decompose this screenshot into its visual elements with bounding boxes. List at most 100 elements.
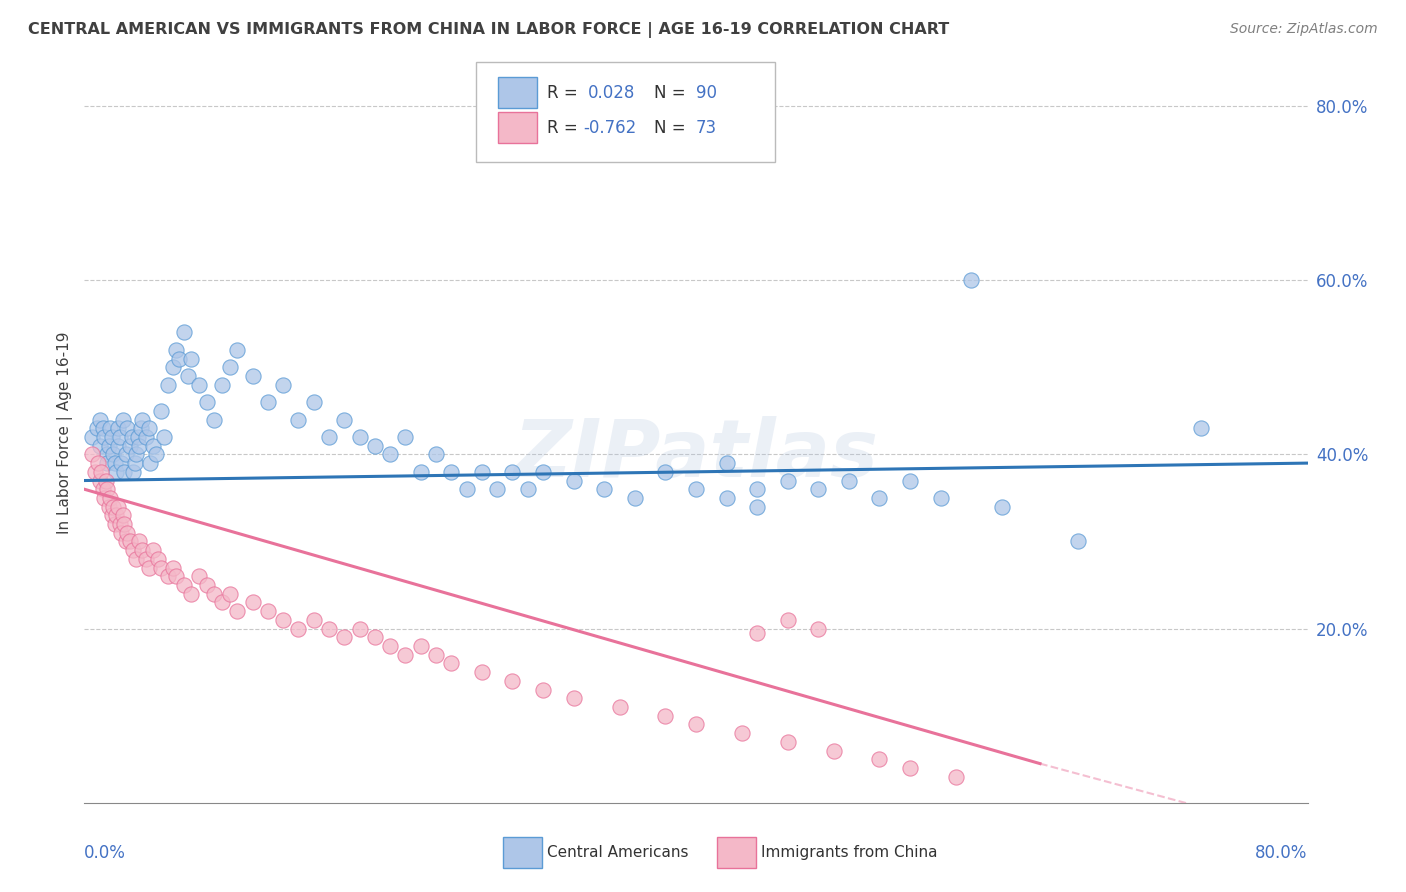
Point [394, 648, 416, 662]
Point [211, 377, 233, 392]
Point [869, 752, 891, 766]
Point [685, 717, 707, 731]
Point [180, 351, 202, 366]
Point [98, 491, 121, 505]
Point [125, 447, 148, 461]
Point [122, 543, 145, 558]
Point [125, 552, 148, 566]
Point [226, 343, 249, 357]
Point [807, 482, 830, 496]
Point [121, 430, 143, 444]
Point [960, 273, 983, 287]
Point [471, 465, 494, 479]
Point [440, 657, 463, 671]
Point [98, 421, 121, 435]
Point [135, 430, 157, 444]
Text: R =: R = [547, 119, 582, 136]
Point [654, 708, 676, 723]
Point [142, 439, 165, 453]
Point [1067, 534, 1090, 549]
Point [96, 447, 118, 461]
Point [1189, 421, 1212, 435]
Point [562, 474, 585, 488]
Text: 80.0%: 80.0% [1256, 844, 1308, 862]
Point [898, 474, 921, 488]
Point [180, 587, 202, 601]
Point [685, 482, 707, 496]
Text: Immigrants from China: Immigrants from China [761, 845, 938, 860]
Point [716, 456, 738, 470]
Point [101, 430, 124, 444]
Point [502, 673, 524, 688]
Point [162, 560, 184, 574]
Point [776, 735, 799, 749]
Point [128, 534, 150, 549]
Point [111, 508, 134, 523]
Point [486, 482, 509, 496]
Point [562, 691, 585, 706]
Point [89, 412, 111, 426]
Point [108, 517, 131, 532]
Text: CENTRAL AMERICAN VS IMMIGRANTS FROM CHINA IN LABOR FORCE | AGE 16-19 CORRELATION: CENTRAL AMERICAN VS IMMIGRANTS FROM CHIN… [28, 22, 949, 38]
Point [90, 465, 112, 479]
Y-axis label: In Labor Force | Age 16-19: In Labor Force | Age 16-19 [58, 331, 73, 534]
Text: Source: ZipAtlas.com: Source: ZipAtlas.com [1230, 22, 1378, 37]
Point [97, 439, 120, 453]
Point [945, 770, 967, 784]
Point [898, 761, 921, 775]
Point [869, 491, 891, 505]
Text: 0.0%: 0.0% [84, 844, 127, 862]
Point [425, 648, 447, 662]
Point [456, 482, 478, 496]
Point [103, 447, 125, 461]
Point [124, 456, 146, 470]
Point [111, 412, 134, 426]
Point [242, 369, 264, 384]
Point [929, 491, 952, 505]
Point [287, 412, 309, 426]
Point [318, 622, 340, 636]
Point [80, 447, 103, 461]
Point [162, 360, 184, 375]
Point [440, 465, 463, 479]
Point [202, 587, 225, 601]
Point [257, 395, 280, 409]
FancyBboxPatch shape [503, 837, 541, 868]
Point [131, 543, 153, 558]
Point [107, 439, 129, 453]
Point [425, 447, 447, 461]
Point [149, 560, 172, 574]
Point [120, 534, 142, 549]
Point [87, 456, 110, 470]
Point [747, 500, 769, 514]
Point [153, 430, 176, 444]
Point [226, 604, 249, 618]
Point [364, 630, 387, 644]
Point [593, 482, 616, 496]
Point [195, 395, 218, 409]
Point [776, 613, 799, 627]
Point [131, 412, 153, 426]
Point [318, 430, 340, 444]
FancyBboxPatch shape [498, 112, 537, 143]
Point [105, 508, 128, 523]
Point [157, 569, 180, 583]
Point [287, 622, 309, 636]
Point [97, 500, 120, 514]
Point [167, 351, 190, 366]
Point [114, 534, 136, 549]
Text: -0.762: -0.762 [583, 119, 637, 136]
Point [349, 430, 371, 444]
Point [91, 421, 114, 435]
Point [104, 517, 127, 532]
Point [531, 682, 554, 697]
Point [302, 395, 325, 409]
Point [747, 626, 769, 640]
Point [157, 377, 180, 392]
Point [516, 482, 538, 496]
Point [129, 421, 152, 435]
Point [120, 439, 142, 453]
Point [302, 613, 325, 627]
Point [89, 439, 111, 453]
Point [257, 604, 280, 618]
